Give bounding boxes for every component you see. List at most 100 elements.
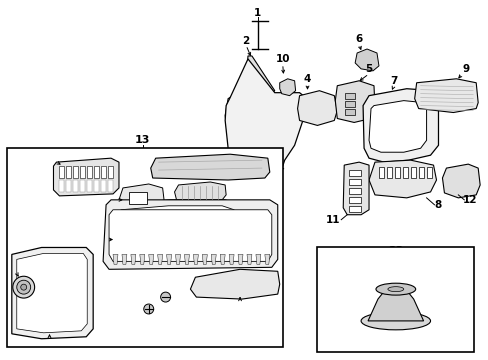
Ellipse shape [387, 287, 403, 292]
Polygon shape [348, 206, 360, 212]
Polygon shape [87, 180, 92, 192]
Polygon shape [362, 89, 438, 162]
Polygon shape [157, 255, 163, 264]
Polygon shape [166, 255, 171, 264]
Polygon shape [348, 188, 360, 194]
Polygon shape [190, 269, 279, 299]
Polygon shape [101, 180, 106, 192]
Text: 18: 18 [224, 187, 239, 197]
Polygon shape [80, 166, 85, 178]
Text: 20: 20 [181, 279, 195, 289]
Polygon shape [244, 56, 274, 105]
Text: 12: 12 [462, 195, 476, 205]
Polygon shape [426, 167, 431, 178]
Polygon shape [184, 255, 189, 264]
Text: 16: 16 [103, 193, 118, 203]
Polygon shape [220, 255, 224, 264]
Polygon shape [60, 180, 64, 192]
Bar [129, 192, 146, 204]
Polygon shape [224, 61, 289, 220]
Text: 10: 10 [275, 54, 289, 64]
Ellipse shape [375, 283, 415, 295]
Polygon shape [368, 100, 426, 152]
Polygon shape [211, 255, 216, 264]
Text: 4: 4 [303, 74, 310, 84]
Polygon shape [94, 180, 99, 192]
Polygon shape [345, 109, 354, 114]
Text: 21: 21 [94, 233, 108, 243]
Polygon shape [297, 91, 337, 125]
Polygon shape [418, 167, 423, 178]
Circle shape [143, 304, 153, 314]
Polygon shape [348, 179, 360, 185]
Polygon shape [368, 160, 436, 198]
Polygon shape [60, 166, 64, 178]
Ellipse shape [360, 312, 429, 330]
Polygon shape [12, 247, 93, 339]
Text: 9: 9 [462, 64, 469, 74]
Polygon shape [122, 255, 127, 264]
Polygon shape [113, 200, 242, 255]
Text: 7: 7 [389, 76, 397, 86]
Polygon shape [343, 162, 368, 215]
Polygon shape [193, 255, 198, 264]
Polygon shape [378, 167, 383, 178]
Polygon shape [279, 79, 295, 96]
Polygon shape [348, 197, 360, 203]
Polygon shape [87, 166, 92, 178]
Polygon shape [175, 255, 180, 264]
Polygon shape [109, 210, 271, 261]
Polygon shape [402, 167, 407, 178]
Polygon shape [174, 182, 225, 202]
Polygon shape [442, 164, 479, 198]
Polygon shape [53, 158, 119, 196]
Polygon shape [140, 255, 144, 264]
Polygon shape [367, 289, 423, 321]
Polygon shape [119, 206, 235, 249]
Polygon shape [17, 253, 87, 333]
Polygon shape [150, 154, 269, 180]
Bar [317, 247, 473, 352]
Circle shape [17, 280, 31, 294]
Text: 8: 8 [434, 200, 441, 210]
Polygon shape [238, 255, 243, 264]
Polygon shape [345, 93, 354, 99]
Polygon shape [246, 255, 251, 264]
Polygon shape [103, 200, 277, 269]
Text: 19: 19 [163, 312, 178, 322]
Polygon shape [255, 255, 260, 264]
Circle shape [13, 276, 35, 298]
Polygon shape [101, 166, 106, 178]
Text: 11: 11 [325, 215, 340, 225]
Polygon shape [66, 166, 71, 178]
Polygon shape [348, 170, 360, 176]
Polygon shape [73, 166, 78, 178]
Polygon shape [108, 166, 113, 178]
Text: 3: 3 [251, 233, 258, 243]
Text: 15: 15 [44, 153, 59, 163]
Circle shape [161, 292, 170, 302]
Polygon shape [113, 255, 118, 264]
Circle shape [20, 284, 27, 290]
Text: 2: 2 [242, 36, 249, 46]
Polygon shape [414, 79, 477, 113]
Text: 24: 24 [270, 163, 285, 173]
Text: 17: 17 [6, 262, 21, 272]
Text: 5: 5 [365, 64, 372, 74]
Polygon shape [264, 255, 269, 264]
Polygon shape [80, 180, 85, 192]
Polygon shape [345, 100, 354, 107]
Polygon shape [66, 180, 71, 192]
Polygon shape [386, 167, 391, 178]
Polygon shape [354, 49, 378, 71]
Polygon shape [148, 255, 153, 264]
Polygon shape [224, 59, 309, 228]
Polygon shape [335, 81, 374, 122]
Polygon shape [131, 255, 136, 264]
Polygon shape [94, 166, 99, 178]
Polygon shape [73, 180, 78, 192]
Text: 22: 22 [232, 302, 247, 312]
Bar [7, 148, 282, 347]
Text: 13: 13 [135, 135, 150, 145]
Polygon shape [119, 184, 164, 212]
